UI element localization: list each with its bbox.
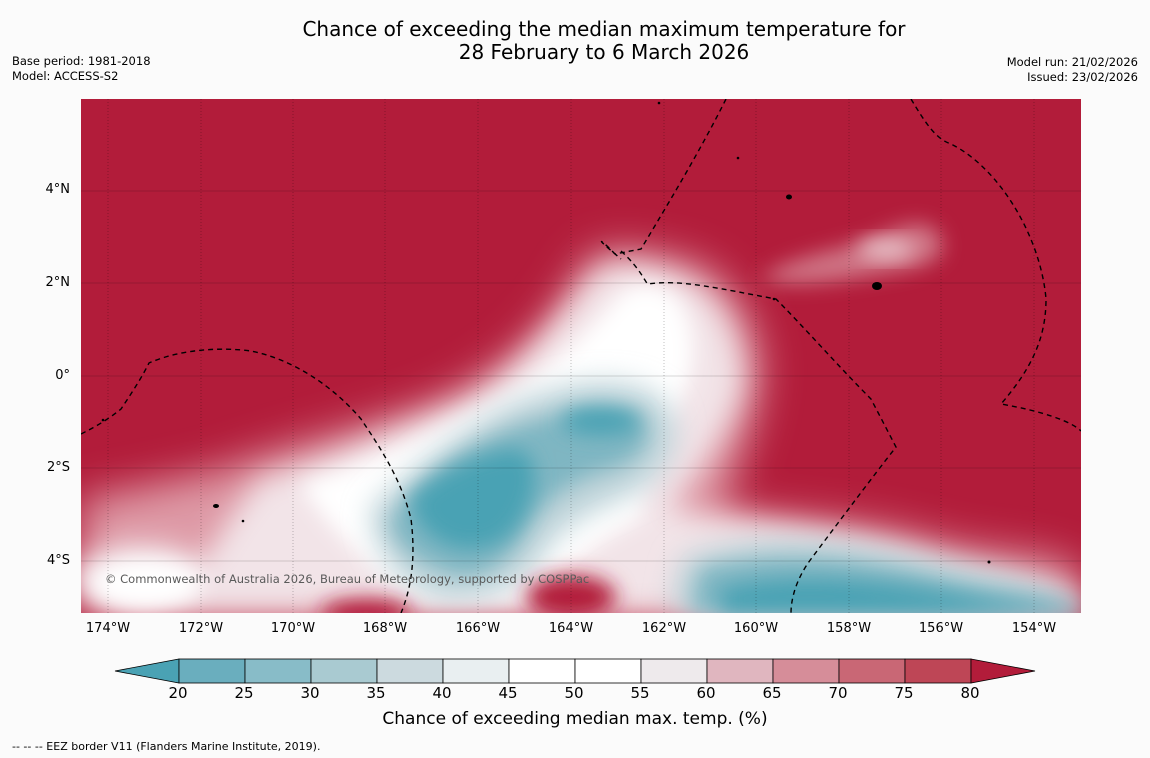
issued-date: Issued: 23/02/2026 [1027,70,1138,84]
model-run-date: Model run: 21/02/2026 [1006,55,1138,69]
colorbar-tick-75: 75 [894,684,914,702]
colorbar-segment [178,658,246,684]
warm-pockets [321,575,616,613]
colorbar-extend-high [970,658,1036,684]
title-line-2: 28 February to 6 March 2026 [458,40,750,64]
map-copyright: © Commonwealth of Australia 2026, Bureau… [105,572,590,586]
north-plume [761,223,943,284]
colorbar-tick-40: 40 [432,684,452,702]
lat-label-0: 0° [55,368,70,383]
colorbar-extend-low [114,658,180,684]
lon-label-168w: 168°W [362,621,408,636]
colorbar-segment [772,658,840,684]
lon-label-162w: 162°W [641,621,687,636]
cool-zone-core [411,407,1081,613]
colorbar-segment [244,658,312,684]
meta-right: Model run: 21/02/2026 Issued: 23/02/2026 [1007,55,1138,85]
colorbar-tick-65: 65 [762,684,782,702]
title-line-1: Chance of exceeding the median maximum t… [302,17,906,41]
colorbar-tick-20: 20 [168,684,188,702]
map-title: Chance of exceeding the median maximum t… [0,18,1150,64]
colorbar-segment [640,658,708,684]
lon-label-158w: 158°W [826,621,872,636]
colorbar-label: Chance of exceeding median max. temp. (%… [382,709,768,729]
colorbar-tick-45: 45 [498,684,518,702]
lon-label-164w: 164°W [548,621,594,636]
probability-field [81,223,1081,613]
model-name: Model: ACCESS-S2 [12,69,119,83]
colorbar-tick-35: 35 [366,684,386,702]
colorbar-segment [442,658,510,684]
lon-label-160w: 160°W [733,621,779,636]
colorbar-tick-50: 50 [564,684,584,702]
colorbar-segment [706,658,774,684]
colorbar-segment [574,658,642,684]
colorbar-tick-80: 80 [960,684,980,702]
north-plume-core [858,239,914,259]
colorbar-segment [310,658,378,684]
base-period: Base period: 1981-2018 [12,54,151,68]
colorbar-segment [904,658,972,684]
forecast-map [81,99,1081,613]
meta-left: Base period: 1981-2018 Model: ACCESS-S2 [12,54,151,84]
lon-label-172w: 172°W [178,621,224,636]
colorbar-tick-70: 70 [828,684,848,702]
colorbar-tick-55: 55 [630,684,650,702]
islands [101,101,991,564]
lon-label-166w: 166°W [455,621,501,636]
colorbar-tick-25: 25 [234,684,254,702]
colorbar-segment [838,658,906,684]
lat-label-4s: 4°S [46,553,70,568]
eez-borders [81,99,1081,613]
colorbar-segment [508,658,576,684]
colorbar [114,658,1036,684]
lon-label-154w: 154°W [1011,621,1057,636]
lon-label-170w: 170°W [270,621,316,636]
lon-label-174w: 174°W [85,621,131,636]
lat-label-4n: 4°N [45,182,71,197]
colorbar-segment [376,658,444,684]
lat-label-2n: 2°N [45,275,71,290]
graticule [81,99,1081,613]
eez-legend-note: -- -- -- EEZ border V11 (Flanders Marine… [12,740,321,753]
colorbar-tick-30: 30 [300,684,320,702]
lat-label-2s: 2°S [46,460,70,475]
lon-label-156w: 156°W [918,621,964,636]
colorbar-tick-60: 60 [696,684,716,702]
